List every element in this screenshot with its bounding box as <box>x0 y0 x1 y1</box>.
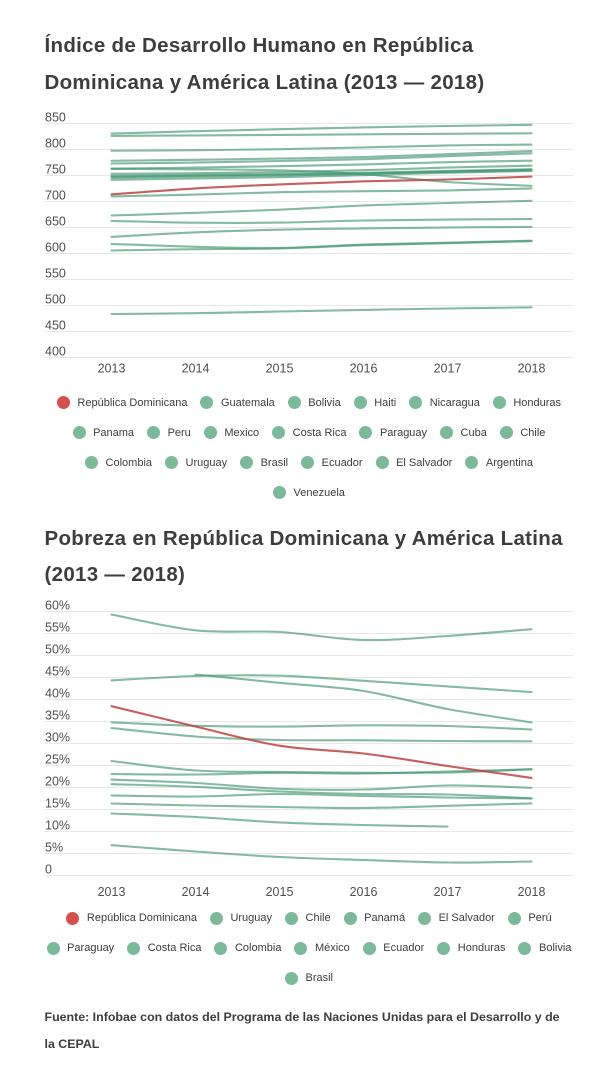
svg-text:2016: 2016 <box>350 362 378 376</box>
svg-text:35%: 35% <box>45 708 70 722</box>
svg-text:650: 650 <box>45 214 66 228</box>
svg-text:20%: 20% <box>45 774 70 788</box>
svg-text:2015: 2015 <box>266 362 294 376</box>
svg-text:45%: 45% <box>45 664 70 678</box>
svg-text:2015: 2015 <box>266 885 294 899</box>
svg-text:2017: 2017 <box>434 885 462 899</box>
svg-text:0: 0 <box>45 862 52 876</box>
svg-text:30%: 30% <box>45 730 70 744</box>
svg-text:500: 500 <box>45 292 66 306</box>
svg-text:700: 700 <box>45 188 66 202</box>
svg-text:2013: 2013 <box>98 362 126 376</box>
svg-text:750: 750 <box>45 162 66 176</box>
svg-text:800: 800 <box>45 136 66 150</box>
svg-text:2014: 2014 <box>182 885 210 899</box>
svg-text:400: 400 <box>45 344 66 358</box>
svg-text:25%: 25% <box>45 752 70 766</box>
svg-text:50%: 50% <box>45 642 70 656</box>
svg-text:5%: 5% <box>45 840 63 854</box>
svg-text:60%: 60% <box>45 598 70 612</box>
svg-text:550: 550 <box>45 266 66 280</box>
svg-text:850: 850 <box>45 110 66 124</box>
svg-text:2017: 2017 <box>434 362 462 376</box>
svg-text:600: 600 <box>45 240 66 254</box>
svg-text:2018: 2018 <box>518 362 546 376</box>
svg-text:2016: 2016 <box>350 885 378 899</box>
svg-text:2014: 2014 <box>182 362 210 376</box>
svg-text:55%: 55% <box>45 620 70 634</box>
svg-text:450: 450 <box>45 318 66 332</box>
svg-text:15%: 15% <box>45 796 70 810</box>
svg-text:40%: 40% <box>45 686 70 700</box>
svg-text:10%: 10% <box>45 818 70 832</box>
svg-text:2013: 2013 <box>98 885 126 899</box>
svg-text:2018: 2018 <box>518 885 546 899</box>
